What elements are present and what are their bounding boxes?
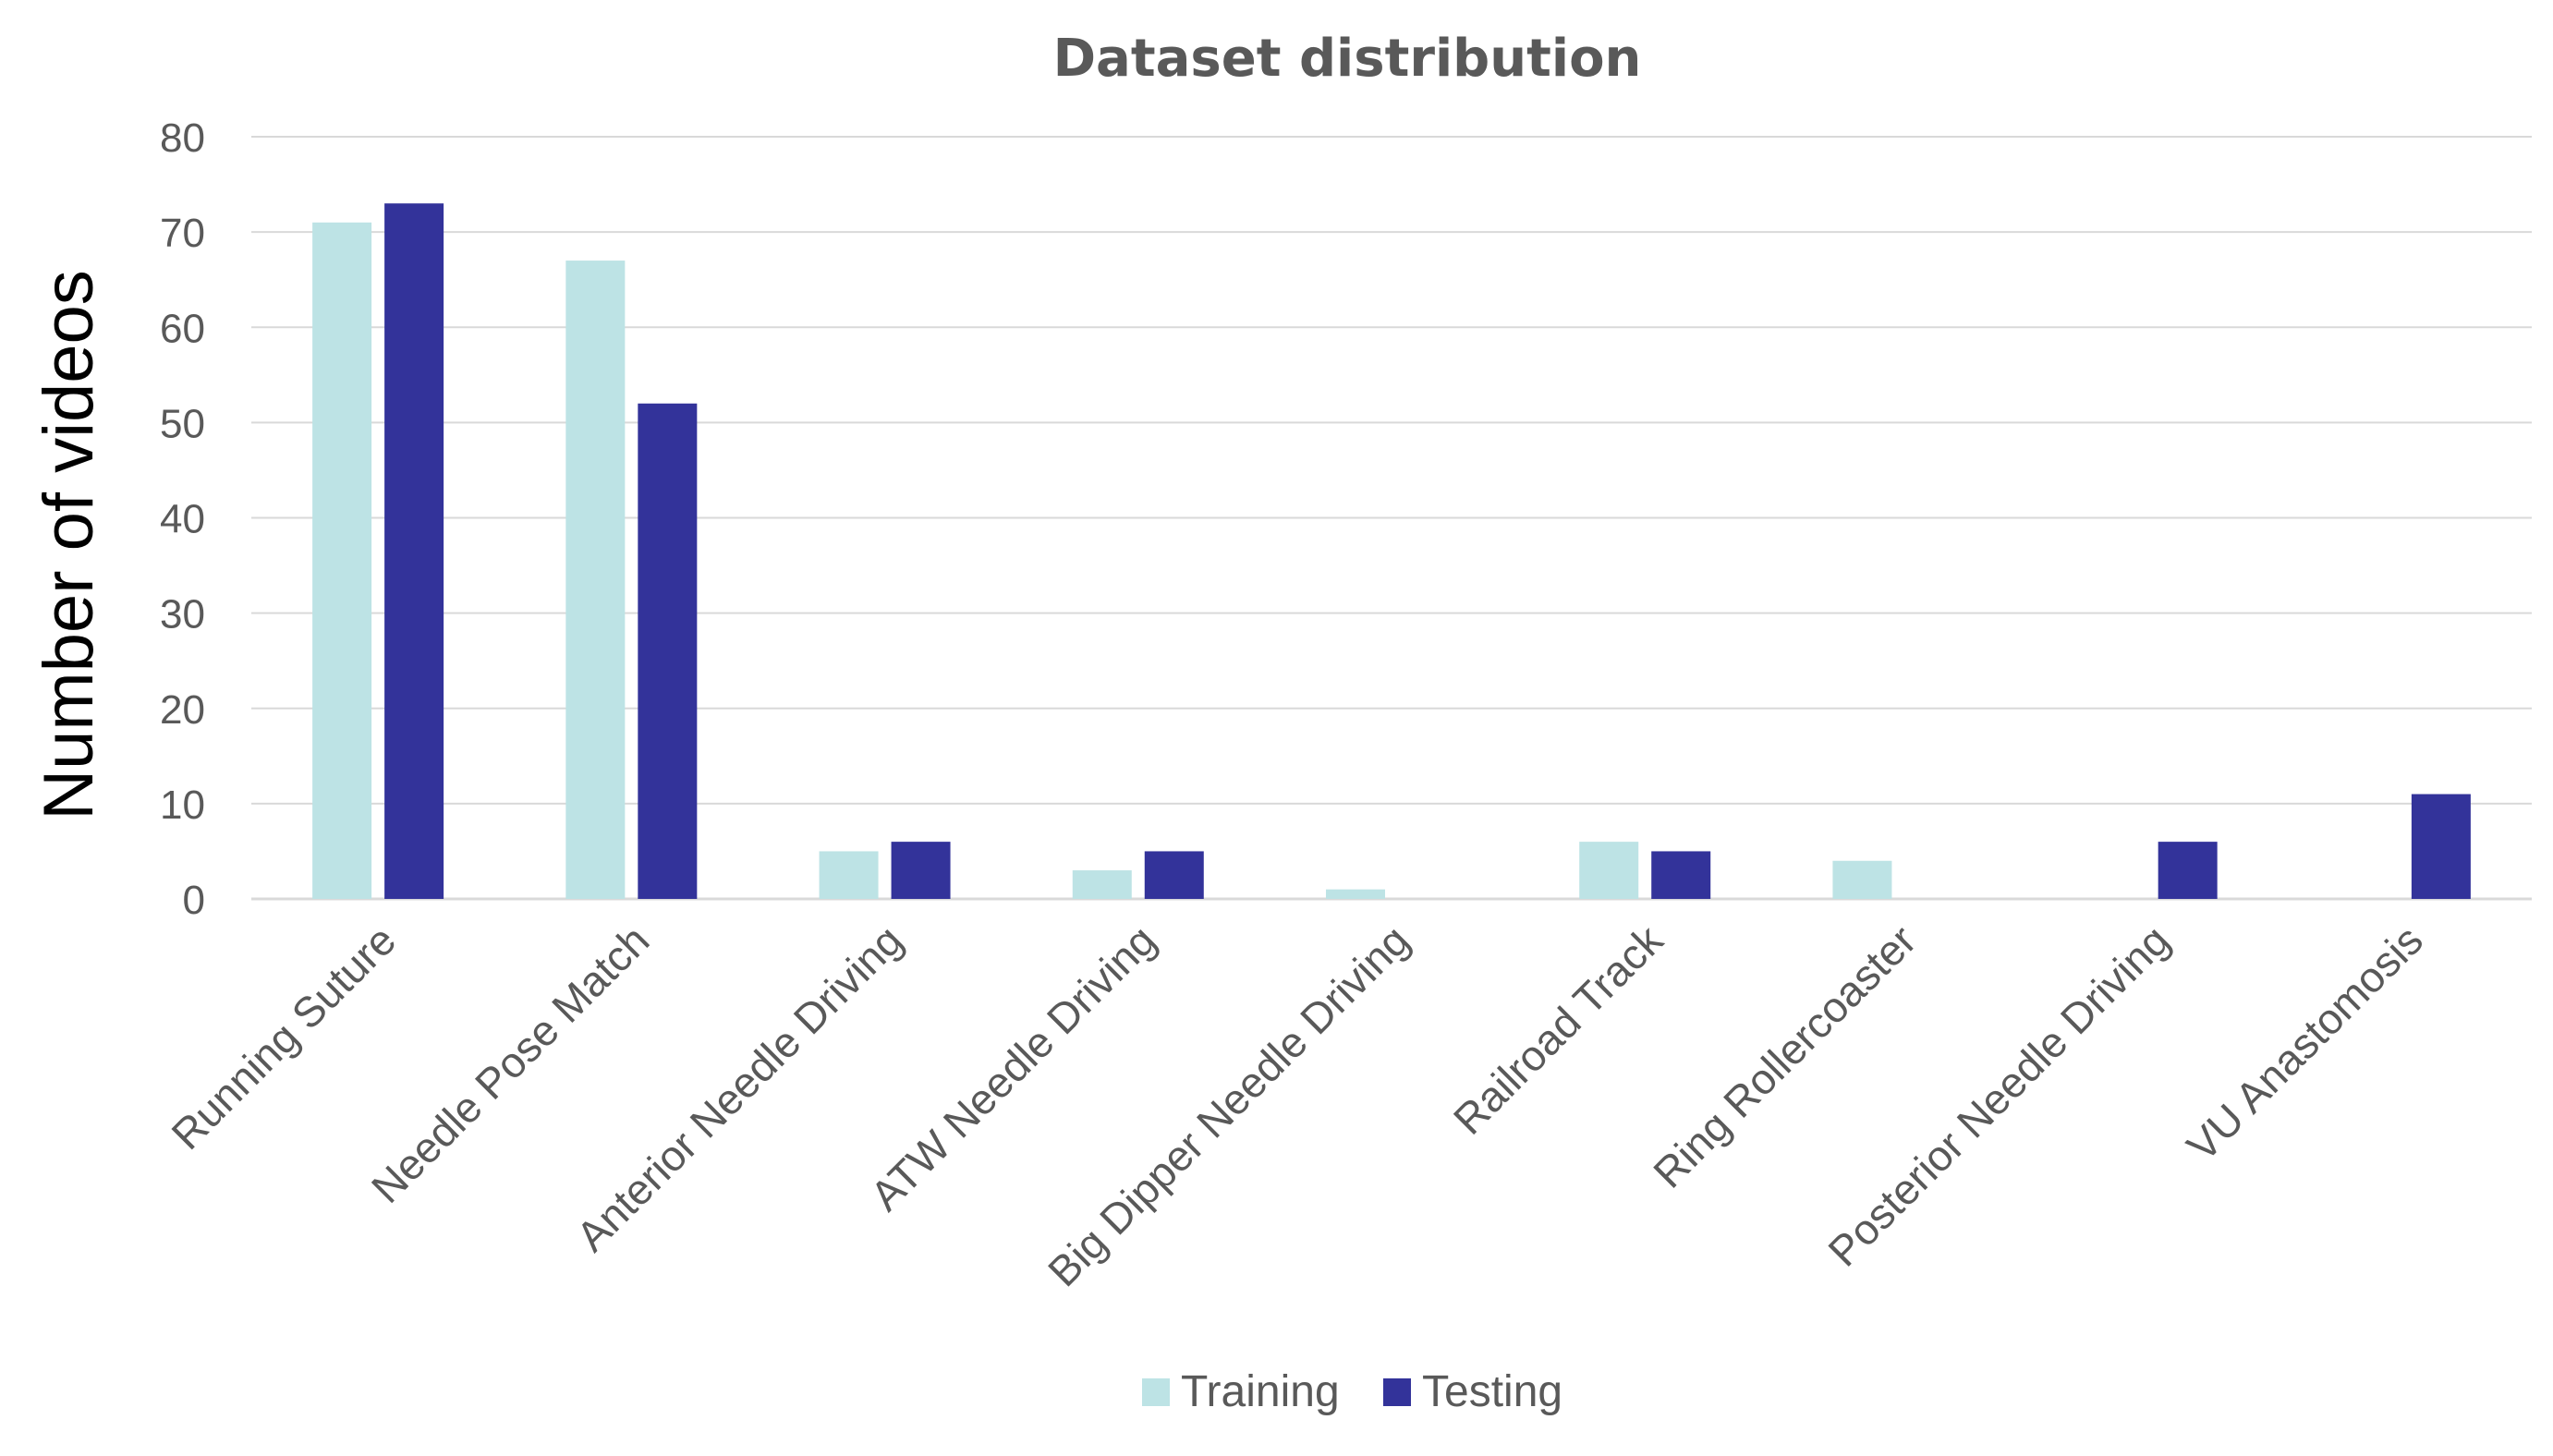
legend-label-training: Training [1181, 1367, 1340, 1416]
legend-label-testing: Testing [1422, 1367, 1562, 1416]
x-tick-label: ATW Needle Driving [861, 916, 1165, 1219]
chart-title: Dataset distribution [1053, 29, 1642, 89]
bar-training [565, 261, 626, 899]
x-tick-label: Ring Rollercoaster [1644, 916, 1925, 1196]
y-tick-label: 0 [183, 878, 205, 923]
legend: Training Testing [1142, 1367, 1562, 1416]
bar-testing [2158, 842, 2218, 899]
y-tick-label: 70 [160, 211, 205, 256]
y-tick-label: 40 [160, 497, 205, 542]
y-tick-label: 60 [160, 306, 205, 351]
bar-training [312, 222, 372, 899]
bar-testing [891, 842, 951, 899]
x-tick-label: Needle Pose Match [362, 916, 659, 1212]
bar-testing [384, 203, 444, 899]
y-tick-label: 50 [160, 401, 205, 446]
bar-testing [2411, 794, 2471, 899]
bar-testing [1144, 851, 1204, 899]
x-tick-label: Railroad Track [1444, 916, 1672, 1144]
bar-training [1579, 842, 1639, 899]
bar-training [1072, 870, 1132, 899]
y-axis-label: Number of videos [30, 270, 108, 820]
gridlines [251, 136, 2532, 901]
bars [312, 203, 2471, 899]
y-tick-label: 10 [160, 783, 205, 828]
bar-training [819, 851, 879, 899]
y-axis-ticks: 0 10 20 30 40 50 60 70 80 [160, 115, 205, 923]
x-tick-label: VU Anastomosis [2178, 916, 2432, 1170]
x-tick-label: Running Suture [162, 916, 405, 1159]
bar-training [1326, 889, 1385, 899]
legend-swatch-training [1142, 1378, 1170, 1406]
y-tick-label: 80 [160, 115, 205, 161]
bar-training [1832, 860, 1892, 899]
bar-testing [1651, 851, 1711, 899]
legend-swatch-testing [1383, 1378, 1411, 1406]
y-tick-label: 20 [160, 687, 205, 733]
bar-testing [638, 403, 698, 899]
y-tick-label: 30 [160, 592, 205, 637]
